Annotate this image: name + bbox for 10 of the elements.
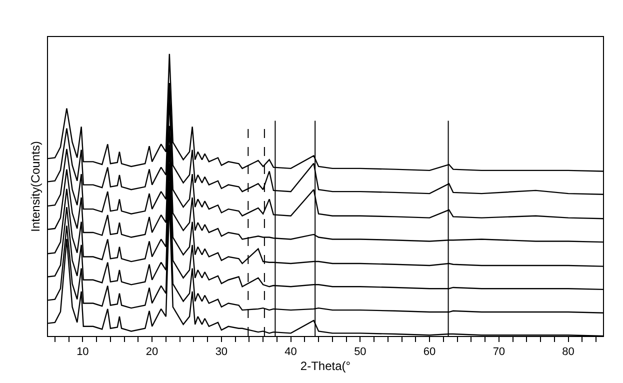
x-tick-label: 20 bbox=[146, 346, 158, 358]
y-axis-title: Intensity(Counts) bbox=[28, 141, 42, 232]
x-tick-label: 60 bbox=[423, 346, 436, 358]
x-tick-label: 10 bbox=[76, 346, 89, 358]
x-axis-title: 2-Theta(° bbox=[300, 359, 351, 374]
x-tick-label: 30 bbox=[215, 346, 228, 358]
x-tick-label: 70 bbox=[492, 346, 506, 358]
x-tick-label: 40 bbox=[284, 346, 297, 358]
x-tick-label: 80 bbox=[562, 346, 574, 358]
x-tick-label: 50 bbox=[354, 346, 366, 358]
